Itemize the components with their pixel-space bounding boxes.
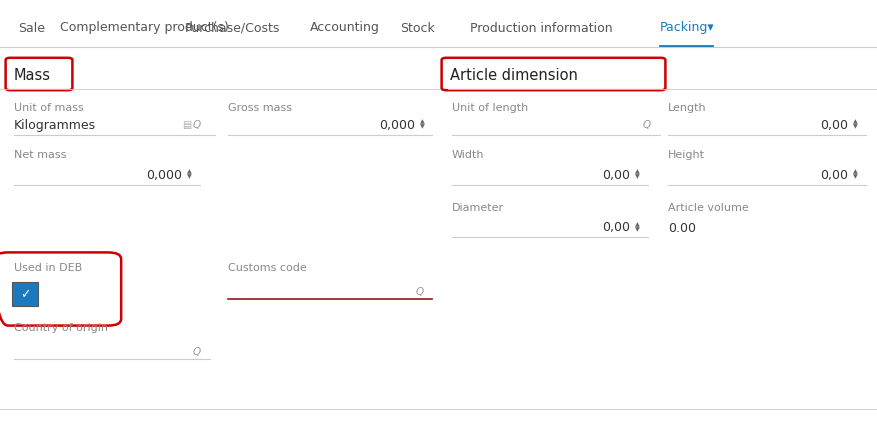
Text: Article dimension: Article dimension xyxy=(450,67,577,82)
Text: Kilogrammes: Kilogrammes xyxy=(14,118,96,131)
Text: Q: Q xyxy=(416,286,424,297)
Text: 0.00: 0.00 xyxy=(667,221,695,234)
Text: Article volume: Article volume xyxy=(667,202,748,212)
Text: ▼: ▼ xyxy=(187,174,191,179)
Text: 0,00: 0,00 xyxy=(819,118,847,131)
Text: Country of origin: Country of origin xyxy=(14,322,108,332)
Text: Unit of mass: Unit of mass xyxy=(14,103,83,113)
Text: ▼: ▼ xyxy=(634,174,639,179)
Text: Production information: Production information xyxy=(469,21,612,35)
Text: Customs code: Customs code xyxy=(228,262,306,272)
Text: ▲: ▲ xyxy=(634,169,639,174)
Text: Sale: Sale xyxy=(18,21,45,35)
Text: ▲: ▲ xyxy=(852,169,857,174)
Text: ▲: ▲ xyxy=(187,169,191,174)
Text: Q: Q xyxy=(193,346,201,356)
Text: ▲: ▲ xyxy=(419,119,424,124)
Text: Mass: Mass xyxy=(14,67,51,82)
Text: Packing▾: Packing▾ xyxy=(660,21,714,35)
Text: ▲: ▲ xyxy=(852,119,857,124)
Text: ▼: ▼ xyxy=(634,227,639,232)
Text: ▼: ▼ xyxy=(852,174,857,179)
Text: Complementary product(s): Complementary product(s) xyxy=(60,21,229,35)
Text: 0,00: 0,00 xyxy=(602,168,630,181)
Text: Width: Width xyxy=(452,150,484,159)
Text: Q: Q xyxy=(193,120,201,130)
Text: Unit of length: Unit of length xyxy=(452,103,528,113)
Text: Gross mass: Gross mass xyxy=(228,103,292,113)
Text: ✓: ✓ xyxy=(19,288,30,301)
Text: 0,000: 0,000 xyxy=(379,118,415,131)
Text: Diameter: Diameter xyxy=(452,202,503,212)
Text: ▼: ▼ xyxy=(419,124,424,129)
Text: Height: Height xyxy=(667,150,704,159)
Text: ▲: ▲ xyxy=(634,222,639,227)
Text: 0,000: 0,000 xyxy=(146,168,182,181)
Text: Net mass: Net mass xyxy=(14,150,67,159)
Text: 0,00: 0,00 xyxy=(602,221,630,234)
FancyBboxPatch shape xyxy=(12,283,38,306)
Text: Purchase/Costs: Purchase/Costs xyxy=(185,21,280,35)
Text: ▼: ▼ xyxy=(852,124,857,129)
Text: Used in DEB: Used in DEB xyxy=(14,262,82,272)
Text: 0,00: 0,00 xyxy=(819,168,847,181)
Text: Length: Length xyxy=(667,103,706,113)
Text: ▤: ▤ xyxy=(182,120,191,130)
Text: Q: Q xyxy=(642,120,651,130)
Text: Accounting: Accounting xyxy=(310,21,380,35)
Text: Stock: Stock xyxy=(400,21,434,35)
